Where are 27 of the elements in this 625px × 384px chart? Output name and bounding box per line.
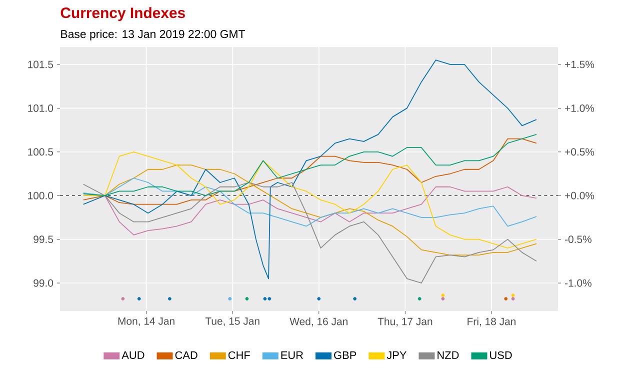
legend-label: CHF: [228, 351, 250, 360]
y2-tick-label: +1.5%: [565, 60, 594, 68]
legend-label: EUR: [281, 351, 304, 360]
y-tick-label: 100.5: [28, 148, 54, 156]
y2-tick-label: +1.0%: [565, 104, 594, 112]
x-tick-label: Thu, 17 Jan: [378, 318, 432, 326]
x-tick-label: Wed, 16 Jan: [290, 318, 348, 326]
legend-label: USD: [490, 351, 512, 360]
x-tick-label: Tue, 15 Jan: [205, 318, 260, 326]
y2-tick-label: -0.5%: [564, 236, 592, 244]
legend-label: GBP: [334, 351, 356, 360]
x-tick-label: Mon, 14 Jan: [118, 318, 174, 326]
chart-subtitle: Base price: 13 Jan 2019 22:00 GMT: [61, 30, 246, 40]
y-tick-label: 101.0: [28, 104, 54, 112]
legend-label: JPY: [386, 351, 406, 360]
legend-label: NZD: [438, 351, 459, 359]
chart-title: Currency Indexes: [60, 7, 185, 22]
y2-tick-label: +0.5%: [565, 148, 594, 156]
legend-label: AUD: [122, 351, 144, 360]
y-tick-label: 99.0: [34, 279, 54, 287]
x-tick-label: Fri, 18 Jan: [468, 318, 516, 326]
y-tick-label: 100.0: [28, 192, 54, 200]
y-tick-label: 99.5: [34, 236, 54, 244]
y2-tick-label: +0.0%: [565, 192, 594, 200]
y-tick-label: 101.5: [28, 60, 54, 68]
y2-tick-label: -1.0%: [564, 279, 592, 287]
legend-label: CAD: [175, 351, 198, 360]
